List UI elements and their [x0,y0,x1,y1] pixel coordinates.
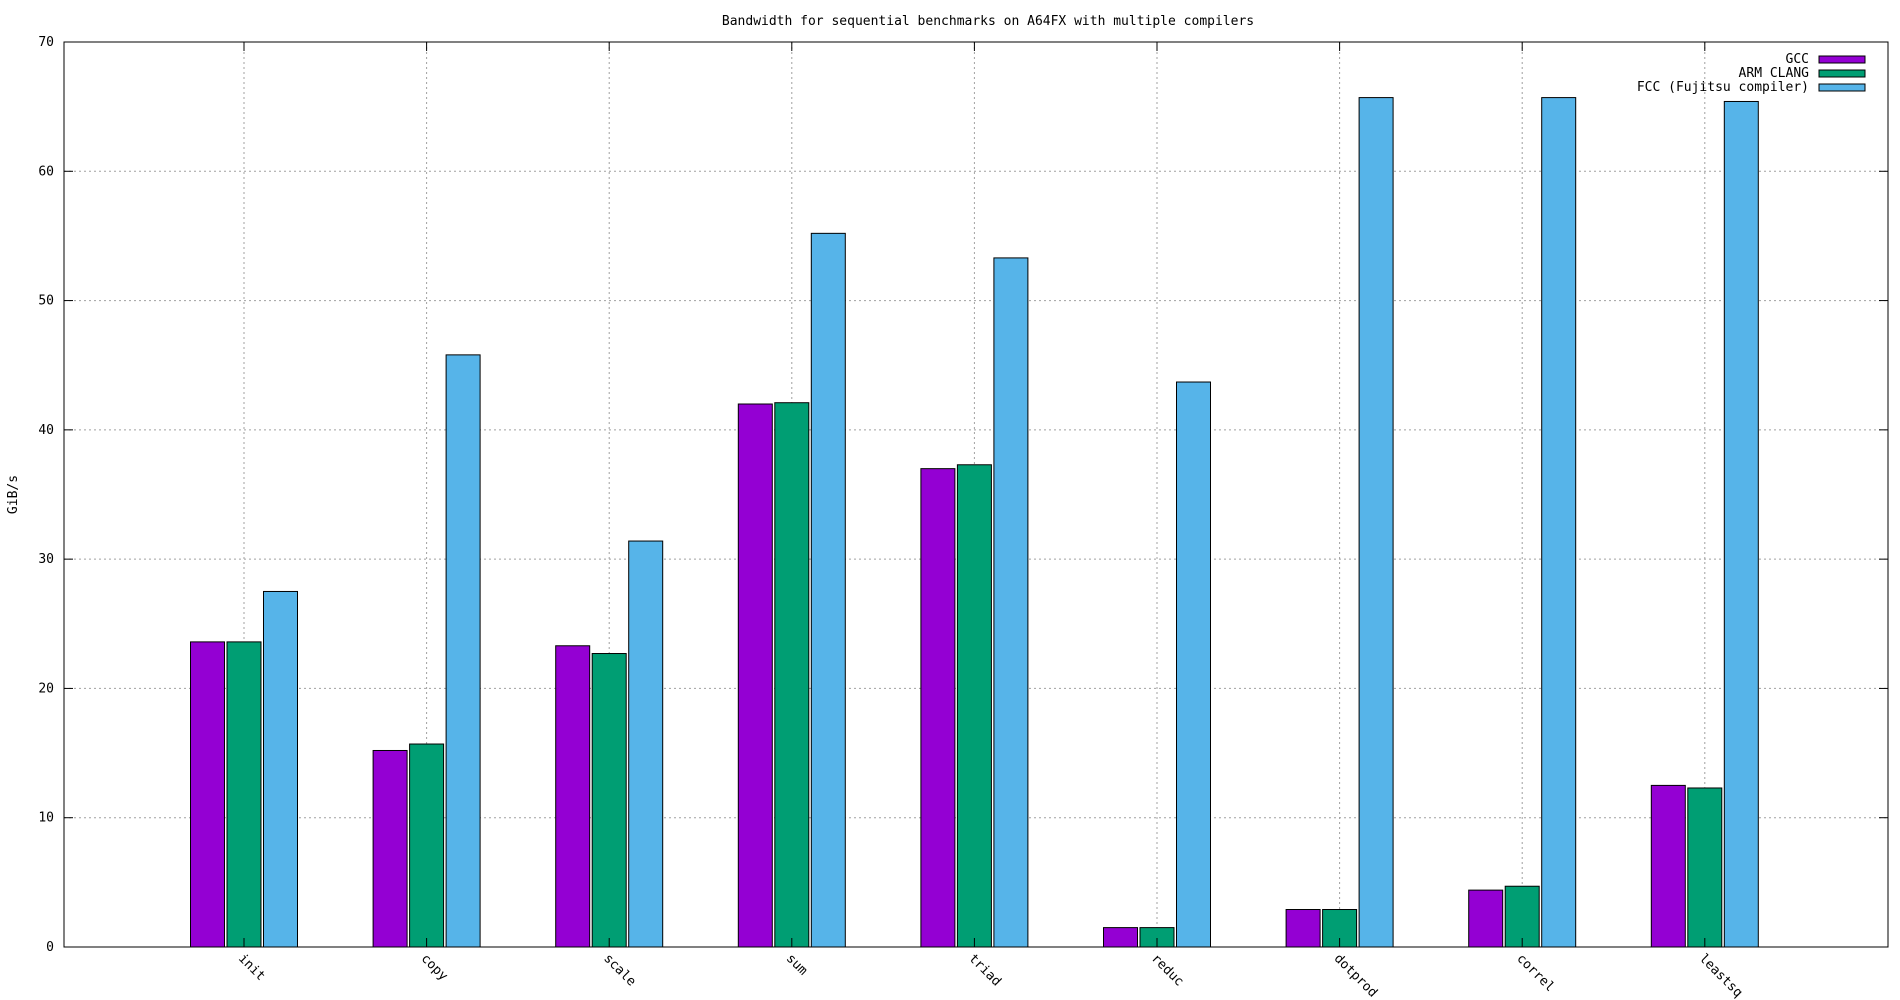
bar-gcc-leastsq [1650,784,1686,948]
x-tick-label: correl [1513,951,1557,995]
bar-fcc-fujitsu-compiler-triad [993,257,1029,948]
y-tick-label: 30 [38,552,54,567]
y-tick-label: 60 [38,164,54,179]
bar-gcc-sum [737,403,773,948]
plot-frame [63,41,1889,948]
y-tick-label: 20 [38,681,54,696]
bar-arm-clang-sum [774,402,810,948]
bar-arm-clang-copy [409,743,445,948]
x-tick-label: scale [600,951,638,989]
x-tick-label: copy [418,951,451,984]
bar-arm-clang-leastsq [1687,787,1723,948]
bar-fcc-fujitsu-compiler-dotprod [1358,97,1394,948]
chart-title: Bandwidth for sequential benchmarks on A… [722,14,1254,29]
legend-label: ARM CLANG [1739,66,1810,81]
bar-fcc-fujitsu-compiler-scale [628,540,664,948]
grid-lines [64,42,1888,947]
y-tick-label: 70 [38,35,54,50]
y-axis-label: GiB/s [6,475,21,514]
y-tick-label: 0 [46,940,54,955]
bar-fcc-fujitsu-compiler-init [263,590,298,948]
bar-arm-clang-triad [956,464,992,948]
bar-fcc-fujitsu-compiler-leastsq [1723,100,1759,948]
x-tick-label: leastsq [1696,951,1745,1000]
bar-fcc-fujitsu-compiler-copy [445,354,481,948]
bar-gcc-scale [555,645,591,948]
x-tick-label: triad [966,951,1004,989]
bar-arm-clang-scale [591,653,627,948]
x-tick-label: init [235,951,268,984]
legend-label: FCC (Fujitsu compiler) [1637,80,1809,95]
legend-swatch [1818,83,1866,92]
bar-gcc-init [190,641,225,948]
y-tick-label: 10 [38,811,54,826]
y-axis: 0 10 20 30 40 50 60 70 [38,35,1888,955]
bar-arm-clang-correl [1504,885,1540,948]
x-tick-label: dotprod [1331,951,1380,1000]
y-tick-label: 50 [38,294,54,309]
bar-fcc-fujitsu-compiler-reduc [1176,381,1211,948]
bar-gcc-correl [1468,889,1504,948]
bar-gcc-dotprod [1285,909,1321,948]
y-tick-label: 40 [38,423,54,438]
x-tick-label: reduc [1148,951,1186,989]
bar-arm-clang-init [226,641,262,948]
legend-swatch [1818,69,1866,78]
bar-gcc-reduc [1103,927,1138,948]
bar-gcc-triad [920,468,956,948]
bar-fcc-fujitsu-compiler-correl [1541,97,1577,948]
legend-label: GCC [1786,52,1809,67]
bar-fcc-fujitsu-compiler-sum [810,232,846,948]
bar-gcc-copy [372,749,408,948]
bars-layer [190,97,1759,948]
legend-swatch [1818,55,1866,64]
x-tick-label: sum [783,951,810,978]
